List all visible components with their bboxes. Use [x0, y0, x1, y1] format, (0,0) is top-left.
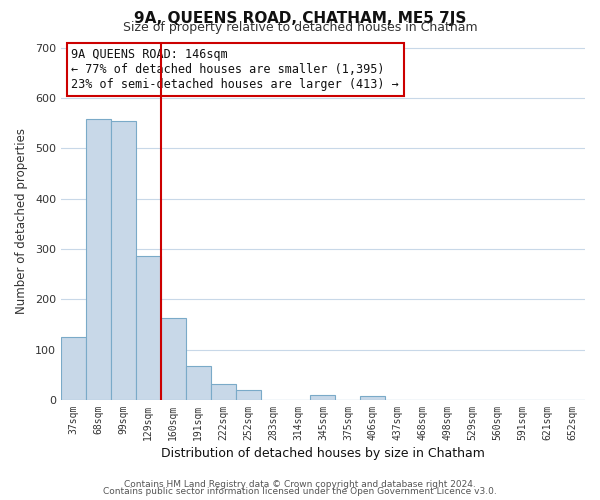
- Bar: [136, 256, 161, 400]
- Bar: [161, 318, 186, 400]
- X-axis label: Distribution of detached houses by size in Chatham: Distribution of detached houses by size …: [161, 447, 485, 460]
- Bar: [310, 395, 335, 400]
- Text: Size of property relative to detached houses in Chatham: Size of property relative to detached ho…: [122, 21, 478, 34]
- Bar: [361, 396, 385, 400]
- Text: Contains public sector information licensed under the Open Government Licence v3: Contains public sector information licen…: [103, 487, 497, 496]
- Y-axis label: Number of detached properties: Number of detached properties: [15, 128, 28, 314]
- Text: Contains HM Land Registry data © Crown copyright and database right 2024.: Contains HM Land Registry data © Crown c…: [124, 480, 476, 489]
- Bar: [111, 120, 136, 400]
- Text: 9A, QUEENS ROAD, CHATHAM, ME5 7JS: 9A, QUEENS ROAD, CHATHAM, ME5 7JS: [134, 11, 466, 26]
- Bar: [61, 337, 86, 400]
- Bar: [211, 384, 236, 400]
- Bar: [186, 366, 211, 400]
- Text: 9A QUEENS ROAD: 146sqm
← 77% of detached houses are smaller (1,395)
23% of semi-: 9A QUEENS ROAD: 146sqm ← 77% of detached…: [71, 48, 399, 91]
- Bar: [86, 119, 111, 400]
- Bar: [236, 390, 260, 400]
